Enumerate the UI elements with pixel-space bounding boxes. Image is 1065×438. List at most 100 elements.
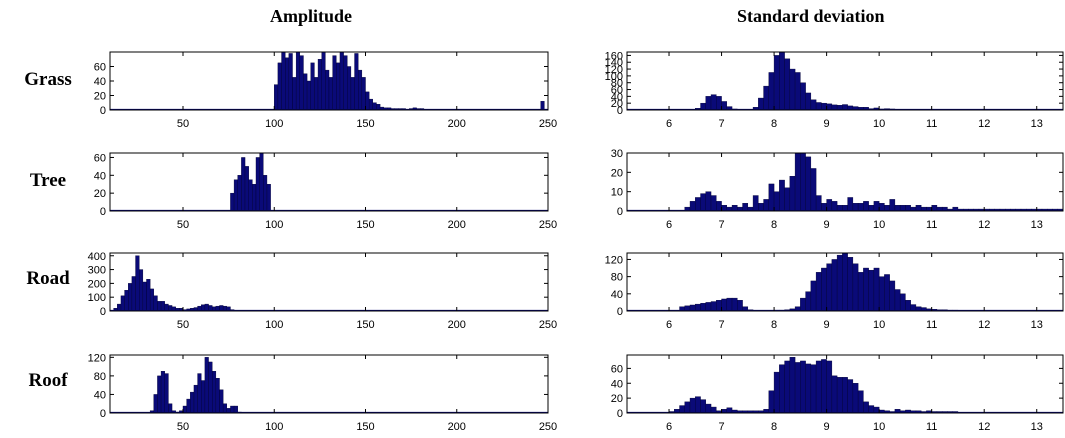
bar [365,91,370,111]
x-tick-label: 100 [265,319,283,331]
y-tick-label: 60 [94,62,106,74]
bar [142,281,147,312]
x-tick-label: 9 [824,421,830,433]
bar [789,175,796,212]
y-tick-label: 80 [611,272,623,284]
bar [721,101,728,111]
bar [784,360,791,414]
bar [805,92,812,111]
bar [204,357,209,414]
bar [758,97,764,111]
y-tick-label: 100 [605,71,623,83]
bar [124,290,129,312]
bar [763,199,770,212]
x-tick-label: 8 [771,118,777,130]
x-tick-label: 7 [718,319,724,331]
y-tick-label: 40 [94,170,106,182]
x-tick-label: 10 [873,118,885,130]
axes-frame [626,354,1064,414]
x-tick-label: 150 [356,319,374,331]
bar [899,293,906,312]
bar [784,58,791,111]
bar [863,267,869,312]
bar [157,301,162,312]
y-tick-label: 40 [94,76,106,88]
panel-road-standard-deviation: 6 7 8 9 10 11 12 13 0 40 80 120 [605,252,1064,331]
bar [863,201,869,212]
bar [815,272,822,312]
bar [726,297,733,312]
bar [805,291,812,312]
x-tick-label: 250 [539,118,557,130]
y-tick-label: 60 [94,152,106,164]
bar [852,383,859,414]
bar [768,72,775,111]
bar [821,359,827,414]
x-tick-label: 10 [873,219,885,231]
bar [700,399,706,414]
bar [120,295,125,312]
bar [164,373,169,414]
bar [343,55,348,111]
x-tick-label: 12 [978,319,990,331]
bar [336,62,341,111]
y-tick-label: 20 [611,393,623,405]
x-tick-label: 8 [771,421,777,433]
x-tick-label: 7 [718,421,724,433]
axes-frame [109,152,549,212]
bar [160,371,165,414]
x-tick-label: 13 [1031,118,1043,130]
bar [857,203,864,212]
y-tick-label: 0 [100,206,106,218]
bar [684,401,691,414]
bar [259,152,264,212]
bar [779,364,785,414]
bar [274,84,279,111]
bar [215,378,220,414]
bar [842,377,848,414]
bar [689,397,696,414]
bar [540,101,545,111]
row-label-grass: Grass [24,69,72,90]
x-tick-label: 13 [1031,319,1043,331]
bar [368,98,373,111]
bar [805,363,812,414]
bar [131,276,136,312]
y-tick-label: 140 [605,57,623,69]
bar [710,94,717,111]
bar [153,394,158,414]
bar [789,357,796,414]
y-tick-label: 100 [88,292,106,304]
bar [857,390,864,414]
x-tick-label: 200 [448,319,466,331]
bar [705,96,712,111]
panel-grass-amplitude: 50 100 150 200 250 0 20 40 60 [94,51,557,130]
bar [836,377,843,414]
bar [314,77,319,111]
bar [773,371,780,414]
x-tick-label: 50 [177,118,189,130]
panel-tree-standard-deviation: 6 7 8 9 10 11 12 13 0 10 20 30 [611,148,1064,231]
bar [821,203,827,212]
x-tick-label: 150 [356,219,374,231]
bar [737,300,743,312]
row-label-road: Road [26,268,70,289]
bar [347,66,352,111]
x-tick-label: 50 [177,219,189,231]
x-tick-label: 7 [718,219,724,231]
bar [705,191,712,212]
bar [317,59,322,111]
x-tick-label: 6 [666,118,672,130]
bar [193,384,198,414]
bar [889,199,896,212]
y-tick-label: 120 [605,64,623,76]
bar [263,175,268,212]
x-tick-label: 13 [1031,219,1043,231]
bar [135,255,140,312]
bar [873,267,880,312]
bar [328,77,333,111]
bar [233,179,238,212]
x-tick-label: 12 [978,219,990,231]
x-tick-label: 7 [718,118,724,130]
